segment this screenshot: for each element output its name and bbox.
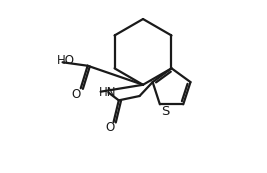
- Text: O: O: [106, 121, 115, 134]
- Text: O: O: [71, 88, 80, 101]
- Text: S: S: [161, 105, 169, 118]
- Text: HO: HO: [57, 54, 75, 67]
- Text: HN: HN: [99, 86, 116, 99]
